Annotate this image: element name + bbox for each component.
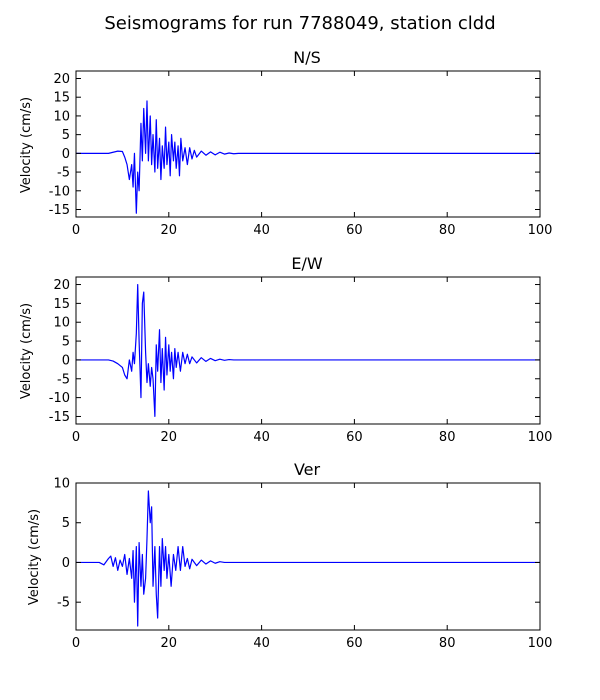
axes-frame bbox=[75, 276, 541, 425]
panel-title: Ver bbox=[294, 460, 321, 479]
x-tick-label: 40 bbox=[253, 223, 270, 238]
axes-frame bbox=[75, 70, 541, 218]
y-tick-label: 5 bbox=[62, 128, 70, 143]
panel-title: N/S bbox=[293, 48, 321, 67]
y-axis-label: Velocity (cm/s) bbox=[19, 303, 34, 399]
axes-frame bbox=[75, 482, 541, 631]
x-tick-label: 40 bbox=[253, 430, 270, 445]
x-tick-label: 20 bbox=[161, 636, 178, 651]
x-tick-label: 0 bbox=[72, 636, 80, 651]
x-tick-label: 20 bbox=[161, 430, 178, 445]
x-tick-label: 80 bbox=[439, 430, 456, 445]
y-axis-label: Velocity (cm/s) bbox=[27, 509, 42, 605]
x-tick-label: 40 bbox=[253, 636, 270, 651]
panel-ns: N/S Velocity (cm/s) 0 20 40 60 80 100-15-10-5… bbox=[19, 48, 552, 238]
x-tick-label: 100 bbox=[528, 223, 553, 238]
x-tick-label: 60 bbox=[346, 430, 363, 445]
x-tick-label: 80 bbox=[439, 223, 456, 238]
y-axis-label: Velocity (cm/s) bbox=[19, 97, 34, 193]
panel-title: E/W bbox=[291, 254, 323, 273]
x-tick-label: 100 bbox=[528, 636, 553, 651]
y-tick-label: 10 bbox=[53, 316, 70, 331]
x-tick-label: 60 bbox=[346, 636, 363, 651]
series-line bbox=[76, 100, 540, 214]
y-tick-label: 15 bbox=[53, 91, 70, 106]
y-tick-label: 20 bbox=[53, 278, 70, 293]
y-tick-label: 0 bbox=[62, 353, 70, 368]
x-tick-label: 80 bbox=[439, 636, 456, 651]
y-tick-label: -5 bbox=[57, 166, 70, 181]
figure-title: Seismograms for run 7788049, station cld… bbox=[104, 13, 495, 34]
y-tick-label: -10 bbox=[49, 184, 70, 199]
x-tick-label: 20 bbox=[161, 223, 178, 238]
y-tick-label: -5 bbox=[57, 596, 70, 611]
x-tick-label: 100 bbox=[528, 430, 553, 445]
y-tick-label: 20 bbox=[53, 72, 70, 87]
y-tick-label: -10 bbox=[49, 391, 70, 406]
y-tick-label: 15 bbox=[53, 297, 70, 312]
y-tick-label: 0 bbox=[62, 556, 70, 571]
y-tick-label: -15 bbox=[49, 410, 70, 425]
x-tick-label: 0 bbox=[72, 430, 80, 445]
y-tick-label: 10 bbox=[53, 109, 70, 124]
y-tick-label: -5 bbox=[57, 372, 70, 387]
y-tick-label: 0 bbox=[62, 147, 70, 162]
y-tick-label: -15 bbox=[49, 203, 70, 218]
panel-ver: Ver Velocity (cm/s) 0 20 40 60 80 100 -5 0 5 10 bbox=[27, 460, 552, 651]
panel-ew: E/W Velocity (cm/s) 0 20 40 60 80 100-15-10-5… bbox=[19, 254, 552, 445]
y-tick-label: 10 bbox=[53, 477, 70, 492]
x-tick-label: 60 bbox=[346, 223, 363, 238]
x-tick-label: 0 bbox=[72, 223, 80, 238]
y-tick-label: 5 bbox=[62, 516, 70, 531]
series-line bbox=[76, 283, 540, 418]
y-tick-label: 5 bbox=[62, 335, 70, 350]
series-line bbox=[76, 490, 540, 627]
